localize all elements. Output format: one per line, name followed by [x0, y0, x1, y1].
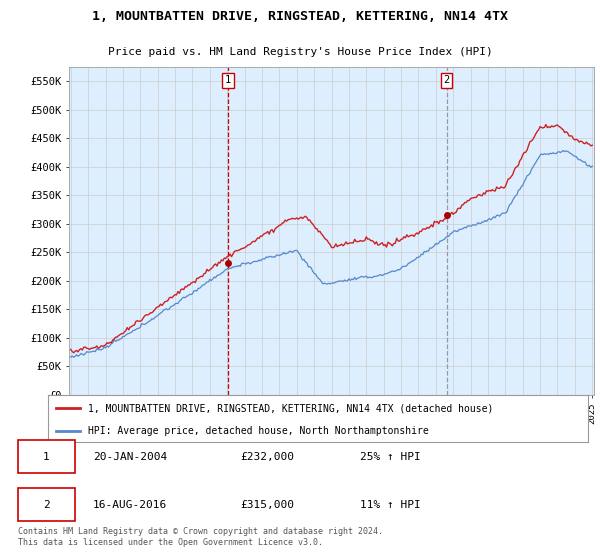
Text: Price paid vs. HM Land Registry's House Price Index (HPI): Price paid vs. HM Land Registry's House … [107, 47, 493, 57]
Text: £232,000: £232,000 [240, 452, 294, 462]
Text: 1: 1 [225, 75, 231, 85]
Text: 1, MOUNTBATTEN DRIVE, RINGSTEAD, KETTERING, NN14 4TX (detached house): 1, MOUNTBATTEN DRIVE, RINGSTEAD, KETTERI… [89, 403, 494, 413]
FancyBboxPatch shape [18, 441, 75, 473]
Text: 11% ↑ HPI: 11% ↑ HPI [360, 500, 421, 510]
Text: 1, MOUNTBATTEN DRIVE, RINGSTEAD, KETTERING, NN14 4TX: 1, MOUNTBATTEN DRIVE, RINGSTEAD, KETTERI… [92, 10, 508, 23]
Text: 1: 1 [43, 452, 50, 462]
Text: 20-JAN-2004: 20-JAN-2004 [93, 452, 167, 462]
Text: 2: 2 [443, 75, 450, 85]
Text: 16-AUG-2016: 16-AUG-2016 [93, 500, 167, 510]
Text: 2: 2 [43, 500, 50, 510]
FancyBboxPatch shape [18, 488, 75, 521]
Text: 25% ↑ HPI: 25% ↑ HPI [360, 452, 421, 462]
Text: Contains HM Land Registry data © Crown copyright and database right 2024.
This d: Contains HM Land Registry data © Crown c… [18, 528, 383, 547]
Text: HPI: Average price, detached house, North Northamptonshire: HPI: Average price, detached house, Nort… [89, 426, 429, 436]
Text: £315,000: £315,000 [240, 500, 294, 510]
